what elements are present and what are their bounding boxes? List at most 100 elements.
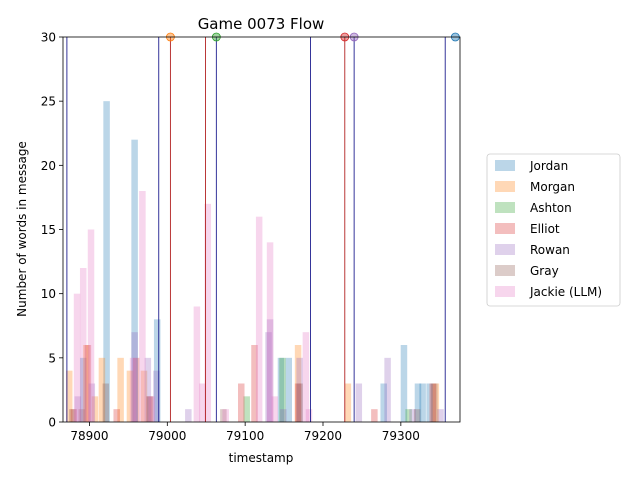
x-tick-label-4: 79300	[382, 429, 420, 443]
y-tick-label-0: 0	[48, 416, 56, 430]
bar-gray-6	[413, 409, 421, 422]
bars-layer	[65, 101, 444, 423]
bar-gray-4	[220, 409, 227, 422]
legend-label-4: Rowan	[530, 243, 570, 257]
x-tick-label-1: 79000	[148, 429, 186, 443]
bar-jordan-1	[103, 101, 110, 423]
bar-elliot-6	[251, 345, 258, 422]
bar-morgan-1	[83, 345, 90, 422]
bar-elliot-5	[238, 383, 245, 422]
legend-label-2: Ashton	[530, 201, 572, 215]
legend-swatch-0	[495, 160, 515, 171]
bar-morgan-5	[126, 370, 134, 422]
y-tick-label-5: 25	[41, 95, 56, 109]
bar-morgan-3	[98, 357, 106, 422]
bar-rowan-10	[355, 383, 363, 422]
bar-jackie-llm-11	[266, 242, 274, 422]
y-tick-label-2: 10	[41, 287, 56, 301]
bar-jackie-llm-4	[139, 191, 146, 422]
y-ticks-layer: 0 5 10 15 20 25 30	[41, 31, 63, 430]
bar-morgan-2	[91, 396, 99, 422]
bar-jackie-llm-12	[271, 396, 278, 422]
legend-swatch-5	[495, 265, 515, 276]
bar-jackie-llm-8	[204, 203, 212, 422]
bar-jordan-8	[414, 383, 422, 422]
bar-jackie-llm-14	[305, 409, 313, 422]
bar-jackie-llm-10	[255, 216, 263, 422]
bar-elliot-0	[70, 409, 78, 422]
bar-rowan-6	[265, 332, 272, 422]
bar-elliot-3	[132, 357, 140, 422]
bar-elliot-9	[429, 383, 437, 422]
legend-label-5: Gray	[530, 264, 559, 278]
y-tick-label-4: 20	[41, 159, 56, 173]
x-axis-label: timestamp	[229, 451, 294, 465]
bar-morgan-6	[140, 370, 148, 422]
legend-swatch-2	[495, 202, 515, 213]
bar-rowan-7	[266, 319, 274, 422]
bar-rowan-8	[280, 409, 287, 422]
bar-morgan-7	[294, 345, 302, 422]
legend-swatch-4	[495, 244, 515, 255]
legend-label-3: Elliot	[530, 222, 560, 236]
legend-swatch-3	[495, 223, 515, 234]
x-tick-label-0: 78900	[70, 429, 108, 443]
legend-label-1: Morgan	[530, 180, 575, 194]
bar-jackie-llm-0	[73, 293, 81, 422]
bar-jackie-llm-2	[87, 229, 95, 422]
bar-rowan-5	[185, 409, 192, 422]
bar-jordan-0	[79, 357, 87, 422]
bar-rowan-9	[296, 357, 303, 422]
bar-morgan-0	[65, 370, 73, 422]
bar-jordan-4	[277, 357, 285, 422]
bar-gray-0	[69, 409, 76, 422]
chart-title: Game 0073 Flow	[198, 15, 325, 33]
bar-rowan-0	[74, 396, 82, 422]
bar-gray-5	[296, 383, 303, 422]
bar-jordan-7	[400, 345, 408, 422]
y-axis-label: Number of words in message	[15, 141, 29, 317]
legend-items: Jordan Morgan Ashton Elliot Rowan Gray Jackie …	[495, 159, 602, 299]
bar-jackie-llm-5	[148, 396, 155, 422]
bar-rowan-4	[153, 370, 160, 422]
bar-rowan-12	[409, 409, 416, 422]
bar-ashton-2	[405, 409, 412, 422]
y-tick-label-1: 5	[48, 351, 56, 365]
bar-jordan-2	[131, 139, 138, 422]
bar-elliot-8	[371, 409, 378, 422]
legend-frame	[486, 153, 621, 307]
x-tick-label-2: 79100	[226, 429, 264, 443]
bar-gray-2	[102, 383, 110, 422]
bar-rowan-13	[437, 409, 444, 422]
bar-gray-1	[78, 409, 85, 422]
bar-ashton-0	[243, 396, 250, 422]
bar-jordan-5	[285, 357, 292, 422]
bar-jackie-llm-6	[193, 306, 201, 422]
bar-rowan-3	[144, 357, 152, 422]
legend-label-0: Jordan	[529, 159, 568, 173]
bar-jackie-llm-13	[302, 332, 310, 422]
bar-jackie-llm-9	[222, 409, 229, 422]
x-tick-label-3: 79200	[304, 429, 342, 443]
bar-jordan-9	[419, 383, 426, 422]
bar-jackie-llm-3	[129, 357, 137, 422]
bar-jordan-10	[426, 383, 433, 422]
bar-elliot-7	[294, 383, 302, 422]
bar-morgan-8	[344, 383, 352, 422]
bar-morgan-4	[117, 357, 124, 422]
bar-ashton-1	[279, 357, 286, 422]
bar-morgan-9	[432, 383, 440, 422]
y-tick-label-3: 15	[41, 223, 56, 237]
bar-jackie-llm-1	[79, 268, 87, 422]
bar-rowan-2	[131, 332, 138, 422]
bar-rowan-11	[384, 357, 391, 422]
legend-swatch-6	[495, 286, 515, 297]
bar-elliot-4	[146, 396, 153, 422]
y-tick-label-6: 30	[41, 31, 56, 45]
bar-elliot-2	[113, 409, 120, 422]
bar-elliot-1	[84, 345, 92, 422]
legend-label-6: Jackie (LLM)	[529, 285, 602, 299]
bar-rowan-1	[88, 383, 96, 422]
bar-gray-3	[146, 396, 154, 422]
